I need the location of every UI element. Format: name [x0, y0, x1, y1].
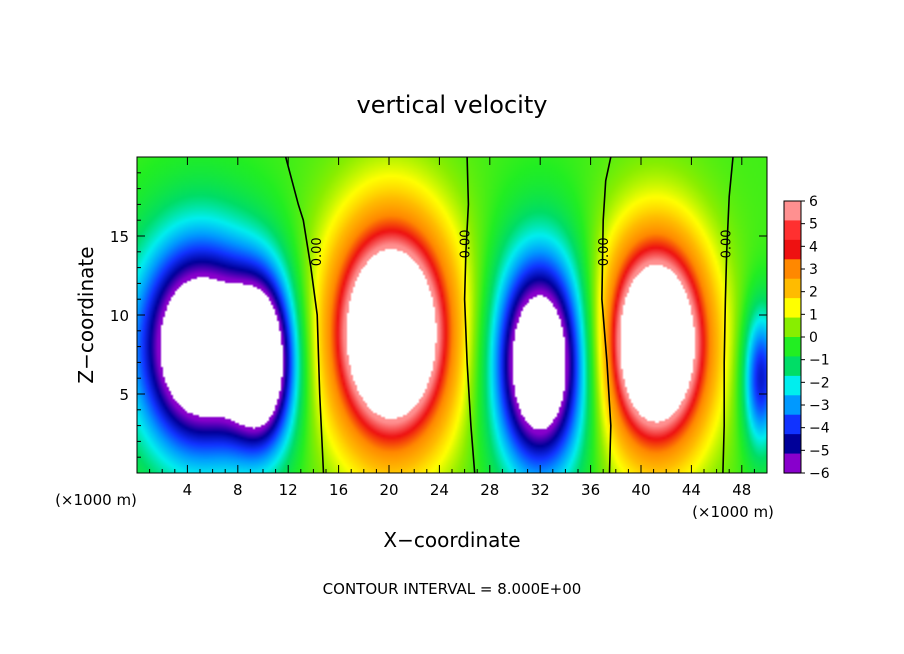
- colorbar-label: −4: [809, 421, 830, 437]
- x-tick-label: 40: [631, 481, 650, 499]
- y-tick-label: 15: [110, 228, 129, 246]
- x-axis-label: X−coordinate: [383, 528, 520, 552]
- colorbar-label: 1: [809, 307, 818, 323]
- x-tick-label: 32: [531, 481, 550, 499]
- x-axis-ticks: 4 8 12 16 20 24 28 32 36 40 44 48: [149, 157, 755, 499]
- colorbar-swatch: [784, 201, 801, 222]
- colorbar-swatch: [784, 259, 801, 280]
- colorbar-label: 3: [809, 262, 818, 278]
- colorbar-swatch: [784, 220, 801, 241]
- contour-label: 0.00: [310, 237, 325, 266]
- zero-contour-line: [463, 156, 476, 474]
- zero-contour-line: [284, 156, 325, 474]
- contour-interval-note: CONTOUR INTERVAL = 8.000E+00: [323, 580, 582, 598]
- colorbar-label: 6: [809, 194, 818, 210]
- x-tick-label: 4: [183, 481, 193, 499]
- colorbar-swatch: [784, 239, 801, 260]
- zero-contour-line: [601, 156, 612, 474]
- colorbar-swatch: [784, 375, 801, 396]
- x-tick-label: 24: [430, 481, 449, 499]
- contour-label: 0.00: [459, 229, 474, 258]
- zero-contour-line: [722, 156, 734, 474]
- chart-title: vertical velocity: [357, 91, 548, 119]
- colorbar-swatch: [784, 278, 801, 299]
- x-tick-label: 20: [379, 481, 398, 499]
- x-tick-label: 48: [732, 481, 751, 499]
- colorbar-label: −1: [809, 353, 830, 369]
- colorbar-swatch: [784, 395, 801, 416]
- colorbar-label: −6: [809, 466, 830, 482]
- colorbar-label: −2: [809, 375, 830, 391]
- colorbar-label: 4: [809, 239, 818, 255]
- colorbar-swatch: [784, 414, 801, 435]
- x-tick-label: 8: [233, 481, 243, 499]
- colorbar-swatch: [784, 434, 801, 455]
- y-unit-label: (×1000 m): [55, 491, 137, 509]
- x-tick-label: 12: [279, 481, 298, 499]
- x-tick-label: 16: [329, 481, 348, 499]
- colorbar-swatch: [784, 453, 801, 474]
- y-axis-ticks: 5 10 15: [110, 172, 767, 458]
- colorbar-swatch: [784, 337, 801, 358]
- contour-label: 0.00: [597, 237, 612, 266]
- y-tick-label: 5: [119, 386, 129, 404]
- colorbar-swatch: [784, 356, 801, 377]
- colorbar-label: 0: [809, 330, 818, 346]
- y-tick-label: 10: [110, 307, 129, 325]
- heatmap-field: [137, 157, 767, 473]
- colorbar-label: −3: [809, 398, 830, 414]
- x-tick-label: 28: [480, 481, 499, 499]
- x-tick-label: 36: [581, 481, 600, 499]
- plot-area: 0.00 0.00 0.00 0.00 4 8 12 16 20 24 28 32 36 40 44 48 …: [110, 156, 768, 499]
- zero-contour-lines: [284, 156, 734, 474]
- y-axis-label: Z−coordinate: [74, 246, 98, 383]
- colorbar: 6 5 4 3 2 1 0 −1 −2 −3 −4 −5 −6: [783, 194, 830, 482]
- colorbar-label: −5: [809, 443, 830, 459]
- x-unit-label: (×1000 m): [692, 503, 774, 521]
- colorbar-swatch: [784, 317, 801, 338]
- colorbar-swatch: [784, 298, 801, 319]
- colorbar-label: 2: [809, 285, 818, 301]
- x-tick-label: 44: [682, 481, 701, 499]
- colorbar-label: 5: [809, 217, 818, 233]
- contour-labels: 0.00 0.00 0.00 0.00: [310, 229, 735, 266]
- contour-label: 0.00: [719, 229, 734, 258]
